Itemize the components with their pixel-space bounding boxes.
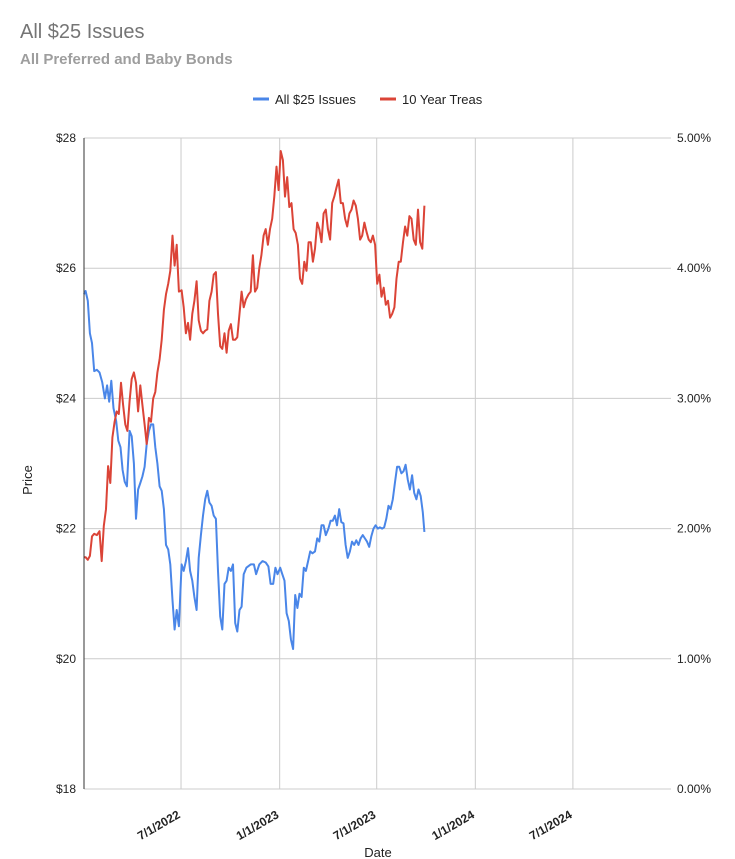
chart-subtitle: All Preferred and Baby Bonds <box>20 51 233 68</box>
series-lines <box>83 150 426 650</box>
x-tick-label: 7/1/2023 <box>331 807 379 843</box>
legend-label-10-year-treas: 10 Year Treas <box>402 92 483 107</box>
x-tick-label: 1/1/2023 <box>234 807 282 843</box>
y-axis-title: Price <box>20 465 35 495</box>
y-right-tick-label: 0.00% <box>677 782 711 796</box>
y-right-tick-label: 5.00% <box>677 131 711 145</box>
chart-title: All $25 Issues <box>20 21 145 43</box>
legend-label-all-25-issues: All $25 Issues <box>275 92 356 107</box>
y-right-tick-label: 1.00% <box>677 652 711 666</box>
y-right-tick-label: 2.00% <box>677 522 711 536</box>
y-left-tick-label: $28 <box>56 131 76 145</box>
series-line-all-25-issues <box>83 290 426 650</box>
legend-item-all-25-issues[interactable]: All $25 Issues <box>253 92 356 107</box>
legend: All $25 Issues 10 Year Treas <box>253 92 483 107</box>
x-tick-label: 7/1/2024 <box>527 807 575 843</box>
y-right-tick-label: 3.00% <box>677 391 711 405</box>
y-left-tick-label: $18 <box>56 782 76 796</box>
x-tick-label: 7/1/2022 <box>135 807 183 843</box>
y-axis-right: 0.00% 1.00% 2.00% 3.00% 4.00% 5.00% <box>677 131 711 796</box>
x-axis-title: Date <box>364 845 391 859</box>
y-left-tick-label: $26 <box>56 261 76 275</box>
y-left-tick-label: $20 <box>56 652 76 666</box>
y-left-tick-label: $24 <box>56 391 76 405</box>
x-tick-label: 1/1/2024 <box>429 807 477 843</box>
legend-item-10-year-treas[interactable]: 10 Year Treas <box>380 92 483 107</box>
y-right-tick-label: 4.00% <box>677 261 711 275</box>
series-line-10-year-treas <box>84 150 426 563</box>
y-left-tick-label: $22 <box>56 522 76 536</box>
x-axis: 7/1/2022 1/1/2023 7/1/2023 1/1/2024 7/1/2024 <box>135 807 575 843</box>
y-axis-left: $18 $20 $22 $24 $26 $28 <box>56 131 76 796</box>
